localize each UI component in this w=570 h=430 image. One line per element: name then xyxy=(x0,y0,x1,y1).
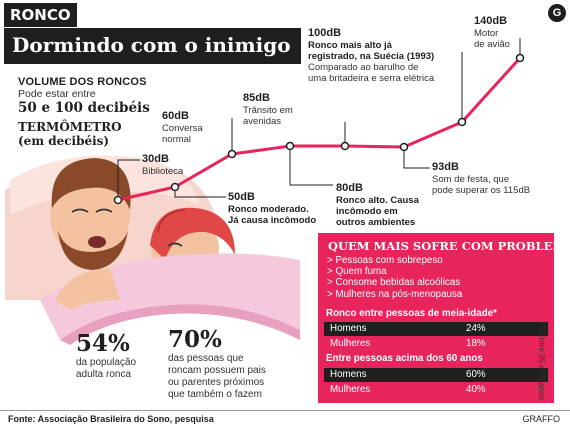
panel-title: QUEM MAIS SOFRE COM PROBLEMA xyxy=(328,239,570,253)
list-item: > Consome bebidas alcoólicas xyxy=(327,277,461,289)
thermometer-title: TERMÔMETRO (em decibéis) xyxy=(18,120,122,148)
risk-panel: QUEM MAIS SOFRE COM PROBLEMA > Pessoas c… xyxy=(318,233,570,403)
point-label-80db: 80dB Ronco alto. Causa incômodo em outro… xyxy=(336,182,419,228)
logo-icon: G xyxy=(548,4,566,22)
group-title-over-60: Entre pessoas acima dos 60 anos xyxy=(326,353,483,364)
page-title: Dormindo com o inimigo xyxy=(4,28,301,64)
table-row: Mulheres 40% xyxy=(330,384,486,395)
list-item: > Quem fuma xyxy=(327,266,387,278)
point-label-85db: 85dB Trânsito em avenidas xyxy=(243,92,293,127)
marker-93db xyxy=(399,142,409,152)
table-row: Homens 24% xyxy=(324,322,548,336)
age-footnote: (*) Entre 35 e 58 anos xyxy=(537,322,546,401)
marker-30db xyxy=(113,195,123,205)
marker-140db xyxy=(515,53,525,63)
marker-80db xyxy=(340,141,350,151)
list-item: > Mulheres na pós-menopausa xyxy=(327,288,463,300)
marker-60db xyxy=(227,149,237,159)
list-item: > Pessoas com sobrepeso xyxy=(327,255,443,266)
credit-text: GRAFFO xyxy=(522,414,561,424)
point-label-50db: 50dB Ronco moderado. Já causa incômodo xyxy=(228,191,317,226)
table-row: Mulheres 18% xyxy=(330,338,486,349)
section-tag: RONCO xyxy=(4,3,77,27)
thermometer-markers xyxy=(113,53,525,205)
volume-title: VOLUME DOS RONCOS xyxy=(18,76,147,88)
volume-range: 50 e 100 decibéis xyxy=(18,100,150,116)
leader-lines xyxy=(117,38,521,200)
group-title-middle-age: Ronco entre pessoas de meia-idade* xyxy=(326,308,497,319)
table-row: Homens 60% xyxy=(324,368,548,382)
marker-50db xyxy=(170,182,180,192)
marker-85db xyxy=(285,141,295,151)
point-label-140db: 140dB Motor de avião xyxy=(474,15,510,50)
point-label-60db: 60dB Conversa normal xyxy=(162,110,203,145)
footer-divider xyxy=(0,410,570,411)
volume-subtitle: Pode estar entre xyxy=(18,88,96,100)
stat-adults-snore: 54% da população adulta ronca xyxy=(76,330,137,381)
source-text: Fonte: Associação Brasileira do Sono, pe… xyxy=(8,414,214,424)
risk-list: > Pessoas com sobrepeso > Quem fuma > Co… xyxy=(327,255,462,300)
thermometer-line xyxy=(117,56,522,202)
point-label-93db: 93dB Som de festa, que pode superar os 1… xyxy=(432,161,531,196)
point-label-100db: 100dB Ronco mais alto já registrado, na … xyxy=(308,27,435,84)
stat-hereditary: 70% das pessoas que roncam possuem pais … xyxy=(168,326,266,401)
bed-illustration xyxy=(5,155,300,345)
point-label-30db: 30dB Biblioteca xyxy=(142,153,184,177)
marker-100db xyxy=(457,117,467,127)
